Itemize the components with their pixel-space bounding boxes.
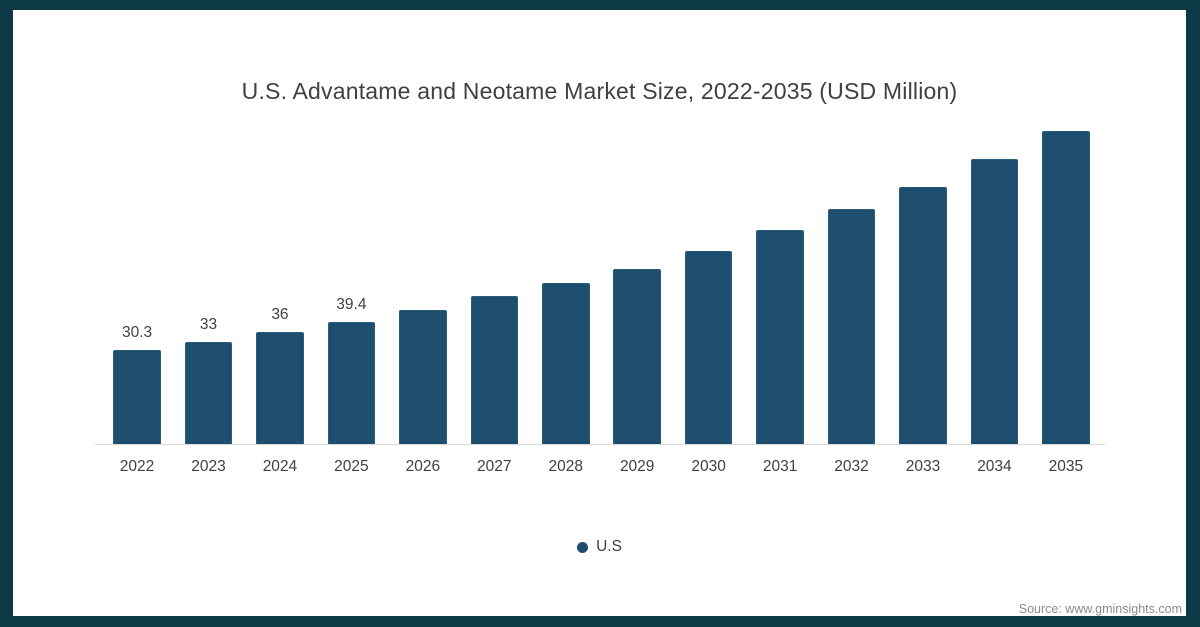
x-axis-tick-label-2030: 2030 — [691, 458, 726, 475]
legend: U.S — [13, 538, 1186, 556]
bar-2024 — [256, 332, 304, 444]
bar-value-label-2024: 36 — [271, 306, 289, 323]
plot-area: 30.3 2022 33 2023 36 2024 39.4 2025 2026 2027 2028… — [13, 10, 1186, 616]
x-axis-line — [95, 444, 1105, 445]
x-axis-tick-label-2024: 2024 — [262, 458, 298, 475]
bar-2032 — [827, 209, 876, 444]
x-axis-tick-label-2032: 2032 — [834, 458, 869, 475]
x-axis-tick-label-2031: 2031 — [762, 458, 798, 475]
x-axis-tick-label-2027: 2027 — [477, 458, 512, 475]
bar-value-label-2025: 39.4 — [336, 296, 367, 313]
x-axis-tick-label-2029: 2029 — [619, 458, 655, 475]
x-axis-tick-label-2026: 2026 — [405, 458, 441, 475]
legend-series-label: U.S — [596, 538, 622, 555]
x-axis-tick-label-2033: 2033 — [905, 458, 941, 475]
bar-2027 — [470, 296, 519, 444]
x-axis-tick-label-2034: 2034 — [977, 458, 1012, 475]
bar-2023 — [184, 342, 233, 444]
bar-2033 — [899, 187, 947, 444]
x-axis-tick-label-2035: 2035 — [1048, 458, 1084, 475]
x-axis-tick-label-2022: 2022 — [119, 458, 155, 475]
legend-marker-icon — [577, 541, 589, 553]
bar-2035 — [1042, 131, 1090, 444]
bar-2025 — [327, 322, 376, 444]
source-attribution: Source: www.gminsights.com — [1018, 602, 1182, 616]
bar-2034 — [970, 159, 1019, 444]
bar-2028 — [542, 283, 590, 444]
bar-2022 — [113, 350, 161, 444]
bar-2026 — [399, 310, 447, 444]
bar-2030 — [684, 251, 733, 444]
bar-2029 — [613, 269, 661, 444]
bar-2031 — [756, 230, 804, 444]
x-axis-tick-label-2025: 2025 — [334, 458, 369, 475]
bar-value-label-2023: 33 — [199, 316, 218, 333]
x-axis-tick-label-2028: 2028 — [548, 458, 583, 475]
x-axis-tick-label-2023: 2023 — [191, 458, 226, 475]
chart-title: U.S. Advantame and Neotame Market Size, … — [241, 78, 958, 104]
bar-value-label-2022: 30.3 — [121, 324, 153, 341]
